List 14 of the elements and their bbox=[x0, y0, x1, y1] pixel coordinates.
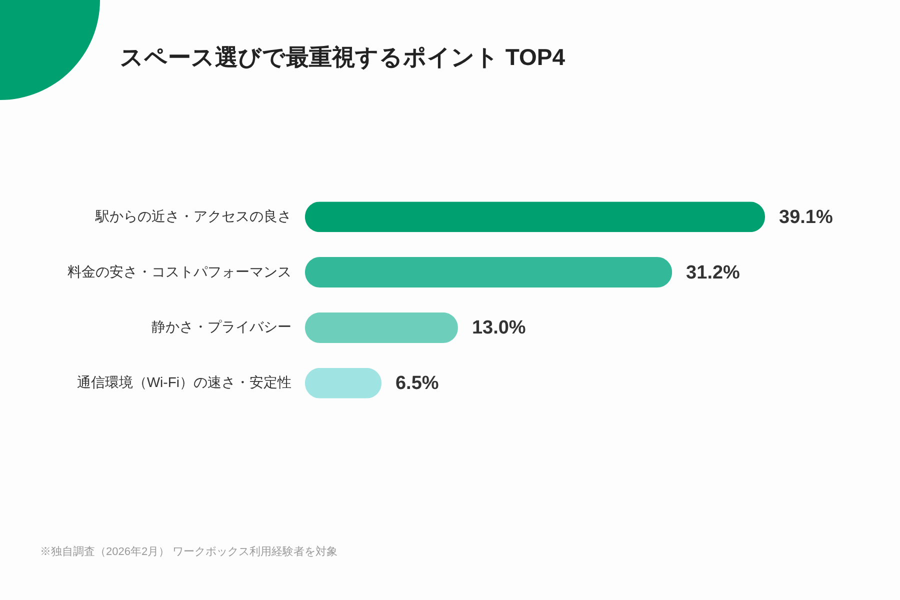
data-label: 13.0% bbox=[472, 318, 526, 339]
bar bbox=[305, 257, 672, 288]
y-tick-label: 通信環境（Wi-Fi）の速さ・安定性 bbox=[76, 374, 292, 390]
bar bbox=[305, 368, 382, 398]
y-tick-label: 料金の安さ・コストパフォーマンス bbox=[68, 263, 292, 280]
y-tick-label: 駅からの近さ・アクセスの良さ bbox=[94, 208, 292, 224]
y-tick-label: 静かさ・プライバシー bbox=[152, 318, 292, 335]
data-label: 6.5% bbox=[395, 373, 439, 394]
data-label: 39.1% bbox=[779, 206, 833, 228]
bar bbox=[305, 202, 765, 232]
chart-title: スペース選びで最重視するポイント TOP4 bbox=[120, 43, 566, 72]
data-label: 31.2% bbox=[686, 262, 740, 284]
text: ※独自調査（2026年2月） ワークボックス利用経験者を対象 bbox=[40, 544, 338, 559]
bar bbox=[305, 312, 458, 343]
